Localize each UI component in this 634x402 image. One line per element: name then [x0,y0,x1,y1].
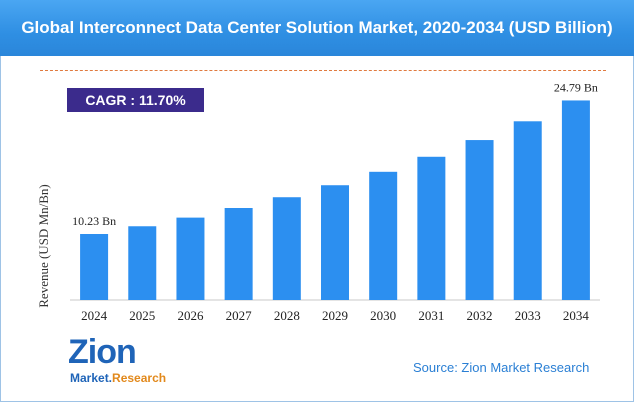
bar-2030 [369,171,398,300]
x-tick-label-2032: 2032 [467,308,493,323]
source-text: Source: Zion Market Research [413,360,590,375]
bar-2027 [224,208,253,300]
zion-logo: Zion Market.Research [68,334,178,390]
logo-subtext-a: Market. [70,371,113,385]
chart-title: Global Interconnect Data Center Solution… [0,0,634,56]
data-label-2034: 24.79 Bn [554,80,598,94]
cagr-badge: CAGR : 11.70% [67,88,204,112]
x-tick-label-2030: 2030 [370,308,396,323]
bar-2029 [321,185,349,300]
x-tick-label-2033: 2033 [515,308,541,323]
bar-2026 [176,217,205,300]
x-tick-label-2024: 2024 [81,308,108,323]
logo-wordmark: Zion [68,333,137,371]
bar-2028 [272,197,301,300]
logo-subtext: Market.Research [70,371,166,385]
data-label-2024: 10.23 Bn [72,214,116,228]
bar-2024 [80,234,109,300]
x-tick-label-2026: 2026 [177,308,204,323]
x-tick-label-2034: 2034 [563,308,590,323]
x-tick-label-2031: 2031 [418,308,444,323]
x-tick-label-2027: 2027 [226,308,253,323]
bar-2031 [417,156,446,300]
bar-2033 [513,121,542,301]
bar-2032 [465,140,494,300]
x-tick-label-2025: 2025 [129,308,155,323]
x-tick-label-2028: 2028 [274,308,300,323]
divider-line [40,70,606,71]
logo-subtext-b: Research [112,371,167,385]
bar-2025 [128,226,157,300]
x-tick-label-2029: 2029 [322,308,348,323]
bar-2034 [561,100,590,300]
